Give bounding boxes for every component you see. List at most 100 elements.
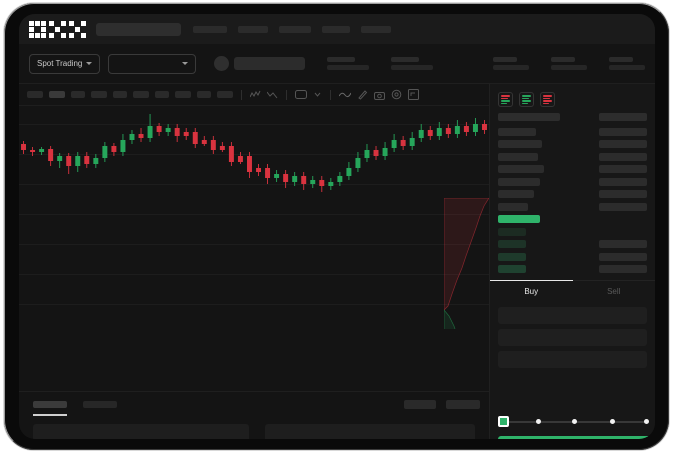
- candle: [84, 156, 90, 164]
- candle: [256, 168, 262, 172]
- camera-icon[interactable]: [374, 90, 385, 100]
- orderbook-cell-left: [498, 265, 526, 273]
- nav-item-4[interactable]: [322, 25, 350, 33]
- coin-avatar-icon: [213, 56, 229, 71]
- bottom-tab-order-history[interactable]: [83, 401, 117, 408]
- nav-item-1[interactable]: [193, 25, 227, 33]
- stat-3: [493, 57, 529, 70]
- candle: [219, 146, 225, 150]
- candle: [292, 176, 298, 182]
- pair-select-dropdown[interactable]: [108, 53, 196, 74]
- candle: [246, 156, 252, 172]
- candle: [165, 128, 171, 132]
- timeframe-2[interactable]: [49, 91, 65, 98]
- tab-sell[interactable]: Sell: [607, 286, 621, 296]
- orderbook-ask-row[interactable]: [490, 202, 655, 211]
- depth-chart-overlay: [444, 198, 489, 329]
- orderbook-bid-row[interactable]: [490, 265, 655, 274]
- orderbook-asks-icon[interactable]: [540, 92, 555, 107]
- order-amount-slider[interactable]: [498, 416, 649, 428]
- candle: [111, 146, 117, 152]
- candle: [201, 140, 207, 144]
- orderbook-cell-left: [498, 215, 540, 223]
- order-amount-field[interactable]: [498, 328, 647, 346]
- order-price-field[interactable]: [498, 306, 647, 324]
- submit-buy-button[interactable]: [498, 436, 653, 439]
- slider-marker-50[interactable]: [572, 419, 577, 424]
- wave-icon[interactable]: [339, 90, 351, 99]
- chevron-down-icon[interactable]: [313, 90, 322, 99]
- candle: [481, 124, 487, 130]
- timeframe-5[interactable]: [113, 91, 127, 98]
- gridline-3: [19, 214, 489, 215]
- gridline-6: [19, 304, 489, 305]
- slider-marker-100[interactable]: [644, 419, 649, 424]
- orderbook-cell-right: [599, 265, 647, 273]
- orderbook-cell-left: [498, 240, 526, 248]
- pencil-icon[interactable]: [357, 89, 368, 100]
- okx-logo[interactable]: [29, 20, 86, 38]
- orderbook-ask-row[interactable]: [490, 127, 655, 136]
- pair-name-label[interactable]: [233, 57, 305, 70]
- candle: [129, 134, 135, 140]
- fullscreen-icon[interactable]: [408, 89, 419, 100]
- gridline-4: [19, 244, 489, 245]
- bottom-tab-open-orders[interactable]: [33, 401, 67, 408]
- order-total-field[interactable]: [498, 350, 647, 368]
- gridline-5: [19, 274, 489, 275]
- orderbook-bid-row[interactable]: [490, 240, 655, 249]
- toolbar-divider: [241, 89, 242, 100]
- chart-type-icon[interactable]: [267, 90, 278, 99]
- timeframe-4[interactable]: [91, 91, 107, 98]
- timeframe-10[interactable]: [217, 91, 233, 98]
- global-search-input[interactable]: [96, 22, 181, 36]
- candle: [382, 148, 388, 156]
- device-screen: Spot Trading: [19, 14, 655, 439]
- candle: [391, 140, 397, 148]
- timeframe-7[interactable]: [155, 91, 169, 98]
- slider-marker-25[interactable]: [536, 419, 541, 424]
- orderbook-bid-row[interactable]: [490, 252, 655, 261]
- orders-action-1[interactable]: [404, 400, 436, 409]
- nav-item-2[interactable]: [238, 25, 268, 33]
- candle: [409, 138, 415, 146]
- timeframe-9[interactable]: [197, 91, 211, 98]
- orderbook-last-price-row[interactable]: [490, 215, 655, 224]
- tab-buy[interactable]: Buy: [524, 286, 539, 296]
- orderbook-cell-right: [599, 165, 647, 173]
- orderbook-bid-row[interactable]: [490, 227, 655, 236]
- slider-marker-75[interactable]: [610, 419, 615, 424]
- orderbook-rows[interactable]: [490, 127, 655, 274]
- orderbook-ask-row[interactable]: [490, 165, 655, 174]
- orders-action-2[interactable]: [446, 400, 480, 409]
- indicator-icon[interactable]: [295, 90, 307, 99]
- volume-chart: [19, 329, 489, 391]
- orderbook-ask-row[interactable]: [490, 152, 655, 161]
- timeframe-8[interactable]: [175, 91, 191, 98]
- orderbook-ask-row[interactable]: [490, 190, 655, 199]
- orderbook-both-icon[interactable]: [498, 92, 513, 107]
- slider-handle[interactable]: [498, 416, 509, 427]
- orderbook-ask-row[interactable]: [490, 140, 655, 149]
- stat-1: [327, 57, 369, 70]
- candle: [48, 149, 54, 161]
- trading-mode-selector[interactable]: Spot Trading: [29, 53, 101, 74]
- stat-5: [609, 57, 645, 70]
- gear-icon[interactable]: [391, 89, 402, 100]
- orderbook-view-toggles: [490, 84, 655, 113]
- timeframe-1[interactable]: [27, 91, 43, 98]
- candle: [210, 140, 216, 150]
- price-chart[interactable]: [19, 106, 489, 329]
- gridline-0: [19, 124, 489, 125]
- nav-item-5[interactable]: [361, 25, 391, 33]
- line-chart-icon[interactable]: [250, 90, 261, 99]
- gridline-1: [19, 154, 489, 155]
- candle: [274, 174, 280, 178]
- orderbook-ask-row[interactable]: [490, 177, 655, 186]
- candle: [93, 158, 99, 164]
- orderbook-bids-icon[interactable]: [519, 92, 534, 107]
- candle: [120, 140, 126, 152]
- timeframe-3[interactable]: [71, 91, 85, 98]
- nav-item-3[interactable]: [279, 25, 311, 33]
- timeframe-6[interactable]: [133, 91, 149, 98]
